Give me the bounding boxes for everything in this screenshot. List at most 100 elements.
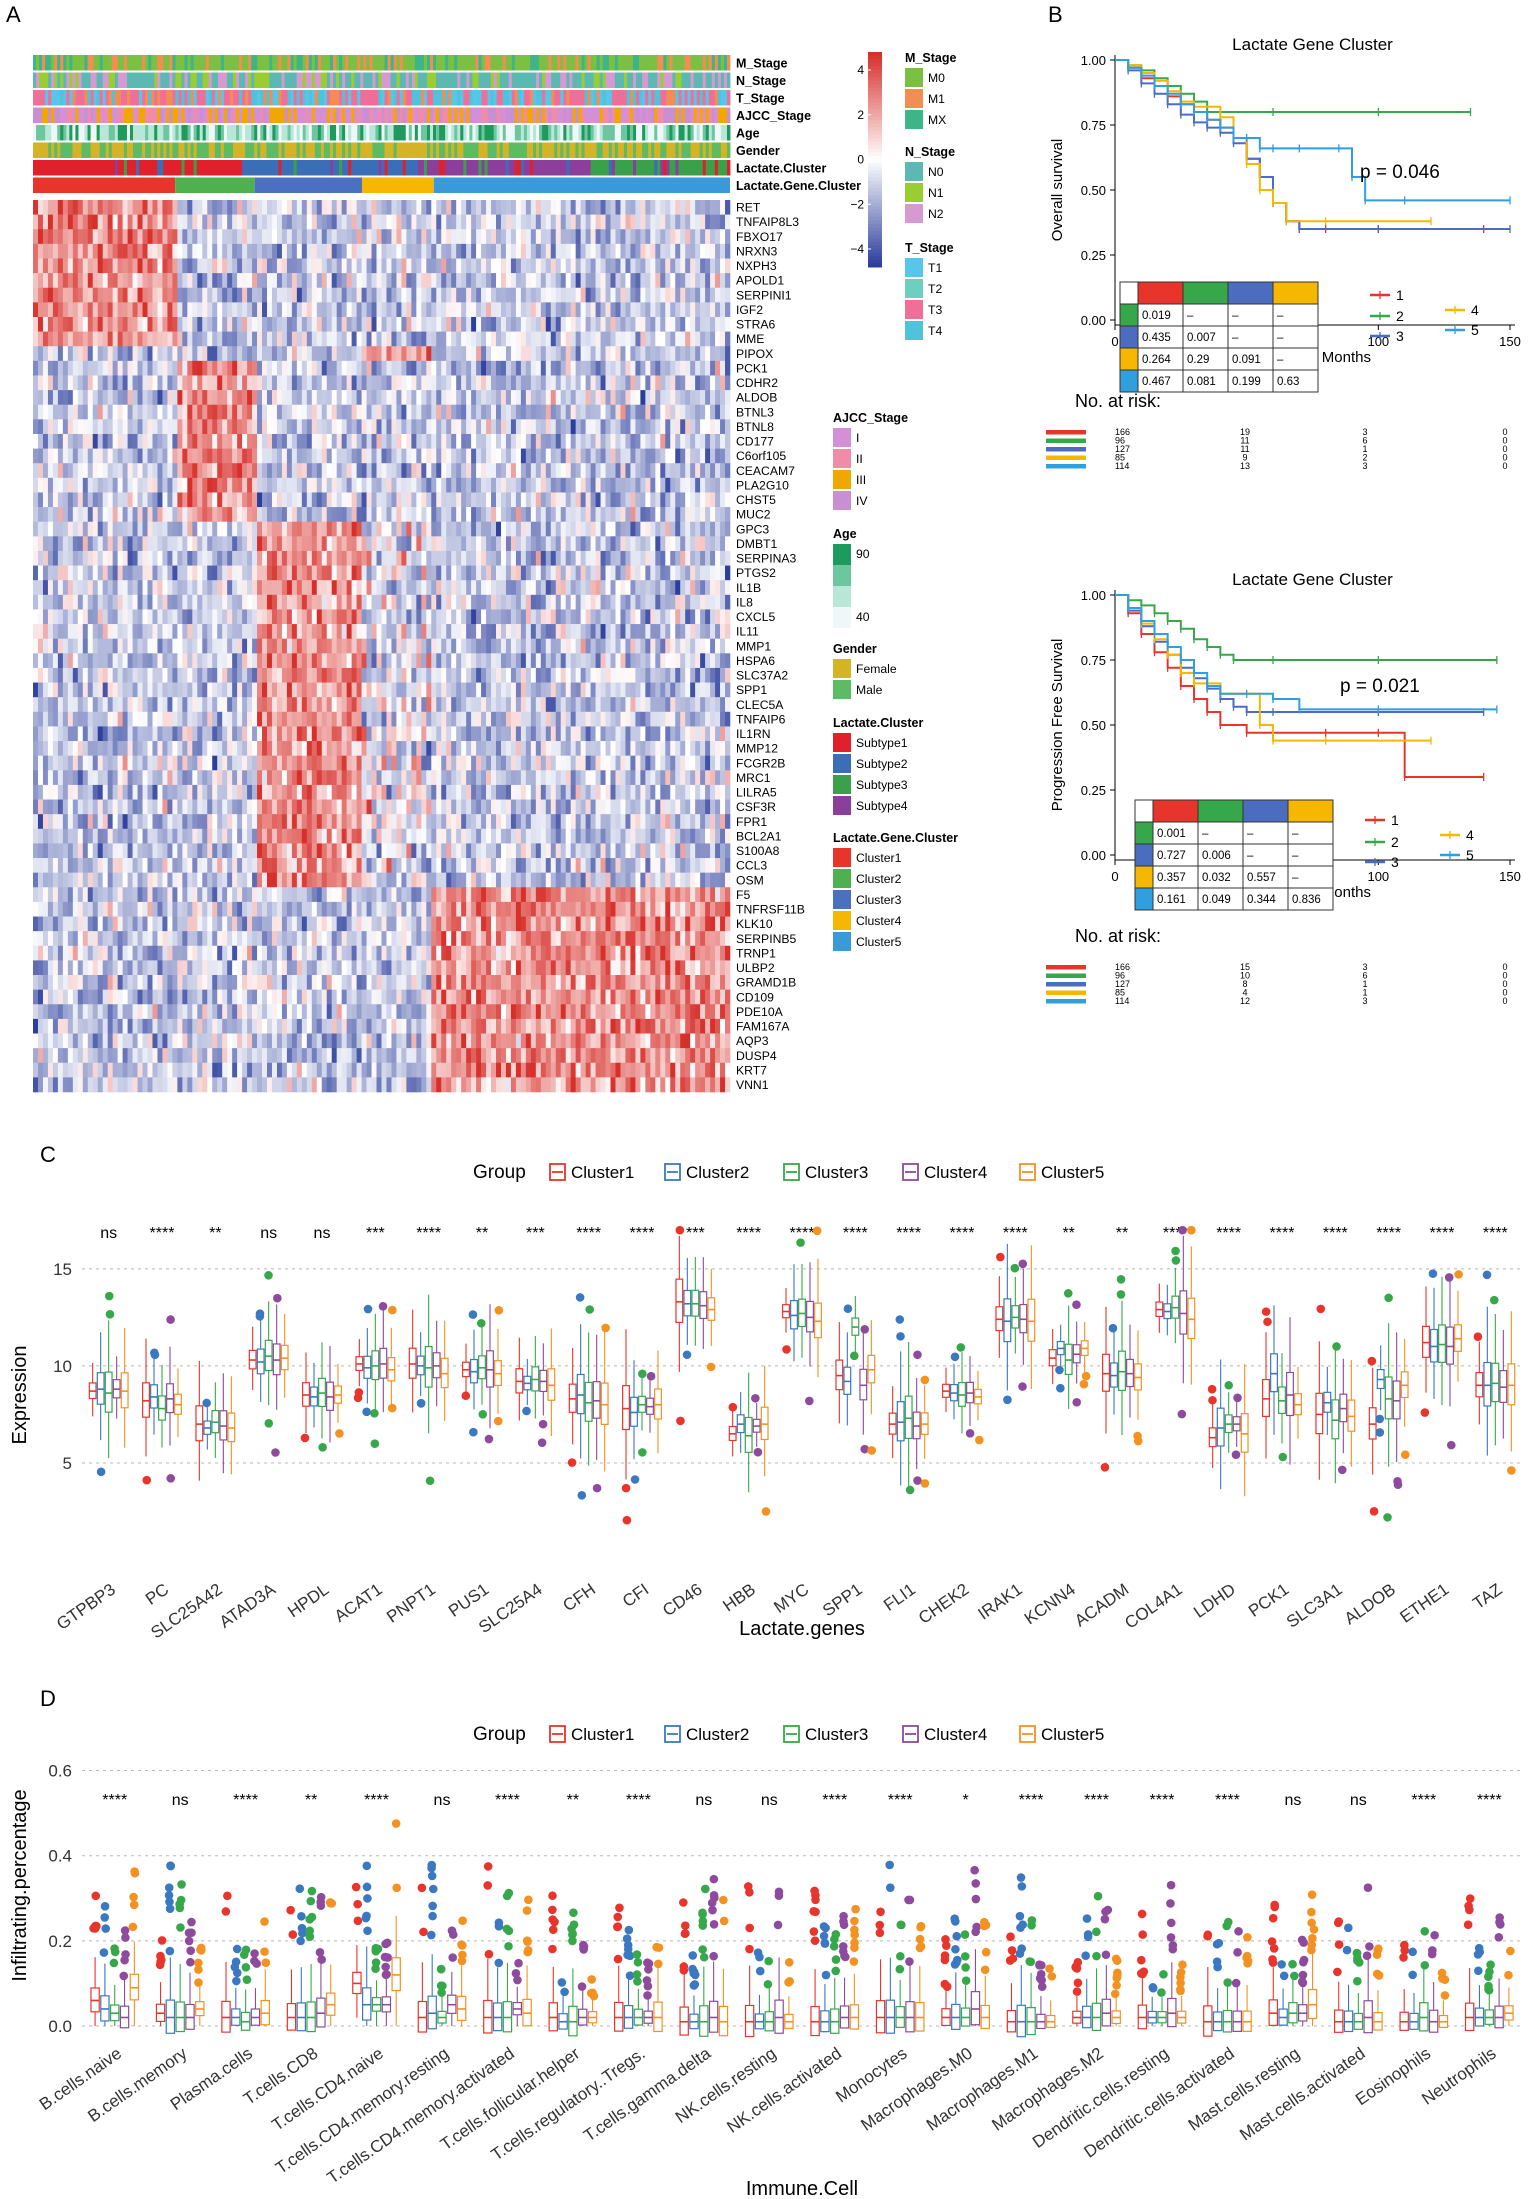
outlier-point — [1037, 1982, 1047, 1992]
box-group — [1136, 1880, 1187, 2030]
km-curve-5 — [1115, 59, 1510, 202]
km-risk-swatch — [1046, 999, 1086, 1004]
box-group — [728, 1365, 771, 1516]
outlier-point — [1383, 1513, 1392, 1522]
outlier-point — [1178, 1960, 1187, 1970]
legend-swatch — [833, 565, 851, 586]
significance-label: ** — [567, 1792, 579, 1809]
outlier-point — [942, 1982, 952, 1991]
gene-label: SPP1 — [736, 683, 767, 697]
gene-label: APOLD1 — [736, 274, 784, 288]
outlier-point — [1166, 1933, 1176, 1942]
outlier-point — [105, 1309, 115, 1319]
legend-swatch — [833, 491, 851, 510]
gene-label: VNN1 — [736, 1078, 769, 1092]
km-risk-swatch — [1046, 438, 1086, 443]
annotation-label: Lactate.Gene.Cluster — [736, 179, 861, 193]
box-group — [155, 1861, 206, 2034]
outlier-point — [1297, 1977, 1307, 1986]
outlier-point — [755, 1966, 765, 1976]
significance-label: ** — [476, 1225, 488, 1242]
outlier-point — [1444, 1273, 1454, 1282]
outlier-point — [950, 1914, 960, 1924]
outlier-point — [1112, 1973, 1122, 1983]
significance-label: *** — [366, 1225, 385, 1242]
outlier-point — [819, 1931, 829, 1941]
outlier-point — [1496, 1920, 1505, 1929]
outlier-point — [186, 1957, 195, 1967]
km-table-value: – — [1292, 872, 1299, 884]
outlier-point — [371, 1964, 380, 1973]
x-tick-label: T.cells.CD4.naive — [268, 2044, 386, 2135]
outlier-point — [875, 1920, 885, 1930]
annotation-bar-m-stage — [33, 55, 731, 71]
outlier-point — [130, 1868, 140, 1878]
outlier-point — [353, 1916, 363, 1926]
box — [1003, 1298, 1012, 1343]
box — [1216, 1407, 1225, 1447]
km-table-value: 0.091 — [1232, 354, 1261, 366]
km-x-tick-label: 0 — [1111, 334, 1118, 349]
box — [592, 1381, 601, 1419]
outlier-point — [557, 1978, 567, 1987]
outlier-point — [362, 1882, 372, 1892]
outlier-point — [579, 1943, 588, 1953]
colorbar-tick: 0 — [857, 153, 864, 167]
km-risk-value: 127 — [1115, 444, 1130, 454]
outlier-point — [680, 1921, 690, 1930]
km-y-tick-label: 1.00 — [1081, 588, 1106, 603]
km-risk-value: 0 — [1502, 453, 1507, 463]
outlier-point — [1233, 1948, 1242, 1957]
km-legend-label: 3 — [1396, 328, 1404, 344]
outlier-point — [548, 1905, 557, 1915]
outlier-point — [613, 1912, 623, 1922]
legend-title: T_Stage — [905, 241, 954, 255]
outlier-point — [1365, 1942, 1374, 1951]
outlier-point — [186, 1946, 195, 1956]
x-tick-label: ACADM — [1071, 1580, 1132, 1631]
x-tick-label: MYC — [770, 1580, 812, 1617]
outlier-point — [1171, 1256, 1181, 1265]
outlier-point — [110, 1944, 119, 1953]
legend-label: 40 — [856, 610, 870, 624]
outlier-point — [128, 1922, 138, 1932]
gene-label: BTNL8 — [736, 420, 774, 434]
outlier-point — [1489, 1295, 1499, 1305]
gene-label: SLC37A2 — [736, 669, 788, 683]
significance-label: **** — [822, 1792, 847, 1809]
significance-label: ** — [209, 1225, 221, 1242]
outlier-point — [538, 1419, 548, 1429]
outlier-point — [950, 1352, 960, 1362]
km-table-value: 0.357 — [1157, 872, 1186, 884]
outlier-point — [1463, 1920, 1473, 1929]
legend-label: T3 — [928, 303, 942, 317]
box-group — [417, 1860, 467, 2033]
km-table-value: 0.161 — [1157, 894, 1186, 906]
heatmap-panel: M_Stage N_Stage T_Stage AJCC_Stage Age Gender… — [33, 51, 958, 1093]
annotation-bar-t-stage — [33, 90, 731, 106]
km-table-value: – — [1292, 850, 1299, 862]
outlier-point — [494, 1305, 504, 1315]
box-group — [1261, 1305, 1302, 1465]
gene-label: PDE10A — [736, 1005, 784, 1019]
significance-label: **** — [630, 1225, 655, 1242]
outlier-point — [392, 1883, 401, 1893]
legend-label: Cluster4 — [924, 1163, 987, 1182]
km-curve-4 — [1115, 594, 1431, 742]
outlier-point — [382, 1970, 391, 1979]
legend-swatch — [833, 890, 851, 909]
outlier-point — [905, 1485, 915, 1495]
outlier-point — [484, 1434, 494, 1444]
outlier-point — [1010, 1263, 1020, 1273]
outlier-point — [1353, 1976, 1362, 1986]
outlier-point — [1242, 1951, 1252, 1961]
legend-swatch — [1019, 1163, 1036, 1181]
km-table-row-swatch — [1134, 843, 1154, 867]
km-risk-value: 127 — [1115, 979, 1130, 989]
box-group — [286, 1884, 337, 2033]
km-legend-label: 1 — [1391, 812, 1399, 828]
panel-label-c: C — [40, 1142, 56, 1167]
legend-label: Cluster1 — [571, 1163, 634, 1182]
outlier-point — [689, 1981, 699, 1990]
outlier-point — [1006, 1932, 1015, 1941]
